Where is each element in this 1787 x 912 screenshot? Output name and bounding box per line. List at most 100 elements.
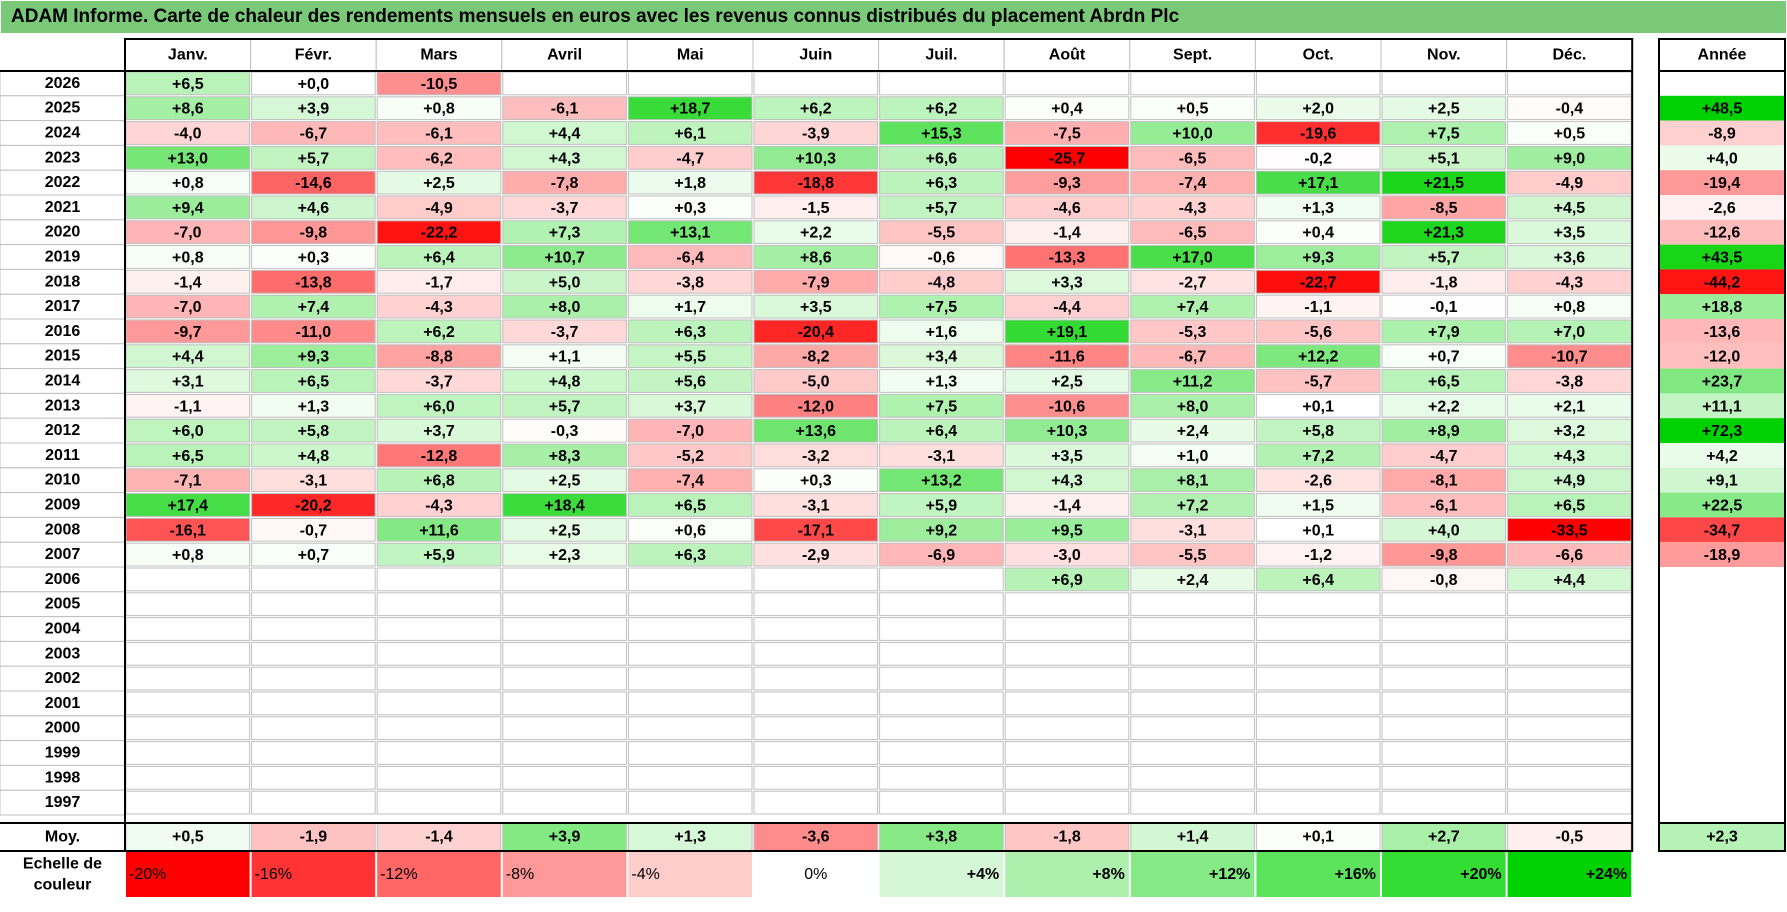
heatmap-cell: [879, 468, 1004, 493]
heatmap-cell: [1004, 121, 1130, 145]
scale-step-label: 0%: [804, 866, 827, 883]
heatmap-cell: [251, 617, 376, 641]
cell-value: -11,0: [296, 324, 332, 341]
cell-value: -4,3: [1179, 200, 1207, 217]
heatmap-cell: [1004, 592, 1130, 617]
heatmap-cell: [1255, 96, 1381, 121]
heatmap-cell: [1004, 493, 1130, 517]
heatmap-cell: [1004, 269, 1130, 294]
cell-value: +1,1: [549, 349, 581, 366]
cell-value: +5,8: [1302, 423, 1334, 440]
annual-cell: [1659, 666, 1785, 691]
heatmap-cell: [627, 567, 753, 592]
heatmap-cell: [251, 517, 376, 542]
cell-value: +0,8: [172, 547, 204, 564]
year-label: 2017: [45, 298, 81, 315]
heatmap-cell: [627, 790, 753, 815]
heatmap-cell: [1381, 641, 1507, 666]
heatmap-cell: [627, 592, 753, 617]
cell-value: -1,4: [1053, 225, 1081, 242]
heatmap-cell: [753, 517, 879, 542]
cell-value: -3,1: [300, 473, 328, 490]
cell-value: +18,4: [544, 498, 585, 515]
heatmap-cell: [1130, 121, 1255, 145]
cell-value: +2,5: [423, 175, 455, 192]
heatmap-cell: [502, 369, 627, 393]
heatmap-cell: [376, 691, 502, 716]
cell-value: +6,3: [926, 175, 958, 192]
cell-value: +9,3: [298, 349, 330, 366]
heatmap-cell: [1381, 765, 1507, 790]
heatmap-cell: [251, 393, 376, 418]
cell-value: +0,8: [172, 175, 204, 192]
cell-value: -7,4: [1179, 175, 1207, 192]
cell-value: -6,6: [1556, 547, 1584, 564]
scale-swatch: [251, 852, 376, 897]
heatmap-cell: [1381, 121, 1507, 145]
year-label-cell: [0, 318, 126, 345]
cell-value: +4,8: [298, 448, 330, 465]
heatmap-cell: [1004, 393, 1130, 418]
heatmap-cell: [1507, 592, 1632, 617]
cell-value: +13,2: [921, 473, 962, 490]
heatmap-cell: [1255, 145, 1381, 170]
avg-annual-cell: [1659, 823, 1785, 851]
heatmap-cell: [1004, 195, 1130, 220]
cell-value: +6,3: [674, 324, 706, 341]
heatmap-cell: [251, 96, 376, 121]
heatmap-cell: [879, 765, 1004, 790]
annual-value: -2,6: [1708, 200, 1736, 217]
heatmap-cell: [1004, 741, 1130, 765]
heatmap-cell: [125, 790, 251, 815]
cell-value: -9,3: [1053, 175, 1081, 192]
heatmap-cell: [1004, 71, 1130, 96]
heatmap-cell: [376, 542, 502, 567]
heatmap-cell: [1255, 691, 1381, 716]
heatmap-cell: [627, 418, 753, 443]
cell-value: -7,1: [174, 473, 202, 490]
heatmap-cell: [1255, 319, 1381, 344]
heatmap-cell: [502, 542, 627, 567]
heatmap-cell: [1381, 542, 1507, 567]
heatmap-cell: [879, 269, 1004, 294]
annual-cell: [1659, 790, 1785, 815]
annual-value: +9,1: [1706, 473, 1738, 490]
heatmap-cell: [502, 344, 627, 369]
heatmap-cell: [502, 716, 627, 741]
cell-value: -2,9: [802, 547, 830, 564]
annual-cell: [1659, 691, 1785, 716]
cell-value: -4,3: [425, 299, 453, 316]
heatmap-cell: [1004, 245, 1130, 269]
cell-value: -1,1: [1304, 299, 1332, 316]
cell-value: -10,7: [1551, 349, 1588, 366]
heatmap-cell: [251, 418, 376, 443]
cell-value: +2,1: [1554, 398, 1586, 415]
annual-value: -8,9: [1708, 126, 1736, 143]
cell-value: +4,0: [1428, 522, 1460, 539]
heatmap-cell: [376, 269, 502, 294]
scale-swatch: [502, 852, 627, 897]
heatmap-cell: [879, 517, 1004, 542]
month-header: Mars: [420, 47, 457, 64]
cell-value: -3,2: [802, 448, 830, 465]
heatmap-cell: [1381, 245, 1507, 269]
heatmap-cell: [376, 145, 502, 170]
cell-value: +9,2: [926, 522, 958, 539]
cell-value: +15,3: [921, 126, 962, 143]
cell-value: +4,9: [1554, 473, 1586, 490]
heatmap-cell: [251, 443, 376, 468]
heatmap-cell: [627, 765, 753, 790]
avg-cell: [251, 822, 376, 852]
annual-cell: [1659, 492, 1785, 518]
heatmap-cell: [502, 145, 627, 170]
heatmap-cell: [502, 592, 627, 617]
heatmap-cell: [376, 393, 502, 418]
cell-value: +2,3: [549, 547, 581, 564]
cell-value: -3,9: [802, 126, 830, 143]
cell-value: +3,4: [926, 349, 958, 366]
heatmap-cell: [879, 195, 1004, 220]
heatmap-cell: [753, 493, 879, 517]
cell-value: +0,4: [1051, 101, 1083, 118]
heatmap-cell: [879, 443, 1004, 468]
scale-label: Echelle de: [23, 856, 102, 873]
